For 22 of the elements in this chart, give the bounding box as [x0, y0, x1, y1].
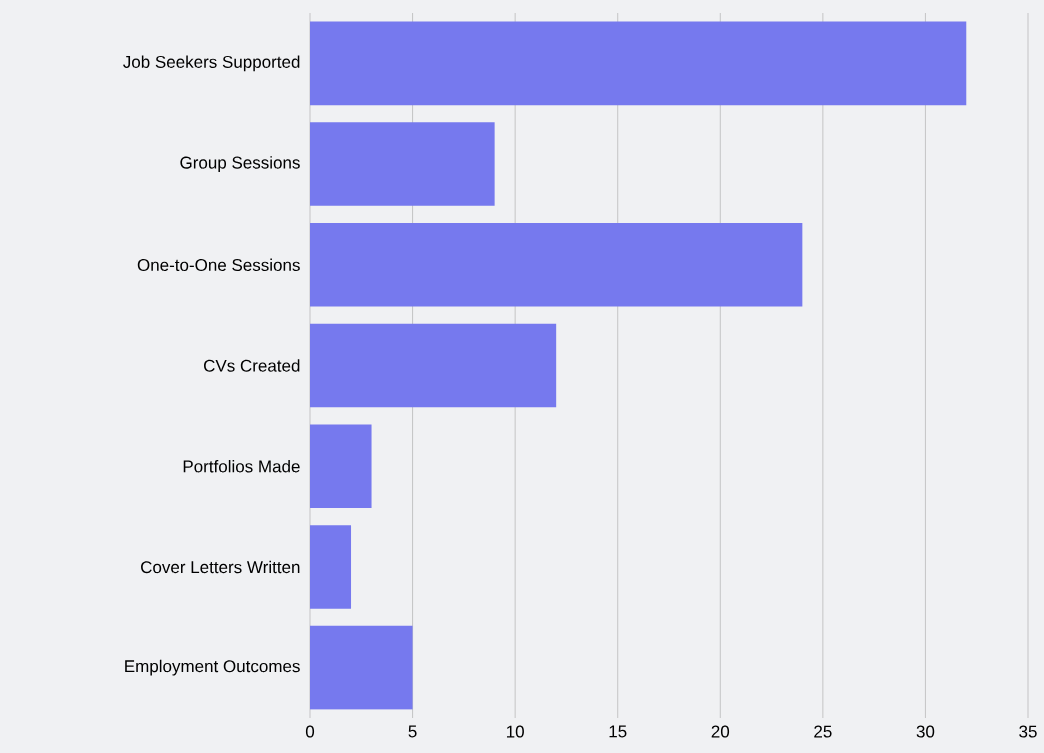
x-tick-label: 20 — [711, 725, 730, 738]
y-tick-label: One-to-One Sessions — [137, 258, 300, 272]
bar — [310, 424, 372, 509]
x-tick-label: 30 — [916, 725, 935, 738]
bar — [310, 122, 495, 206]
y-tick-label: CVs Created — [204, 359, 300, 372]
x-tick-label: 25 — [814, 725, 832, 738]
x-tick-label: 5 — [408, 725, 417, 738]
y-tick-label: Portfolios Made — [183, 459, 300, 473]
x-tick-label: 0 — [305, 725, 315, 738]
y-tick-label: Job Seekers Supported — [123, 55, 300, 72]
x-tick-label: 35 — [1019, 725, 1037, 738]
y-tick-label: Cover Letters Written — [141, 560, 300, 574]
y-tick-label: Group Sessions — [180, 156, 300, 172]
bar — [310, 323, 557, 408]
x-tick-label: 10 — [506, 725, 524, 738]
y-tick-label: Employment Outcomes — [125, 659, 300, 676]
bar — [310, 525, 352, 609]
x-tick-label: 15 — [609, 725, 627, 738]
bar — [310, 222, 803, 307]
bar — [310, 21, 967, 106]
bar — [310, 625, 413, 710]
